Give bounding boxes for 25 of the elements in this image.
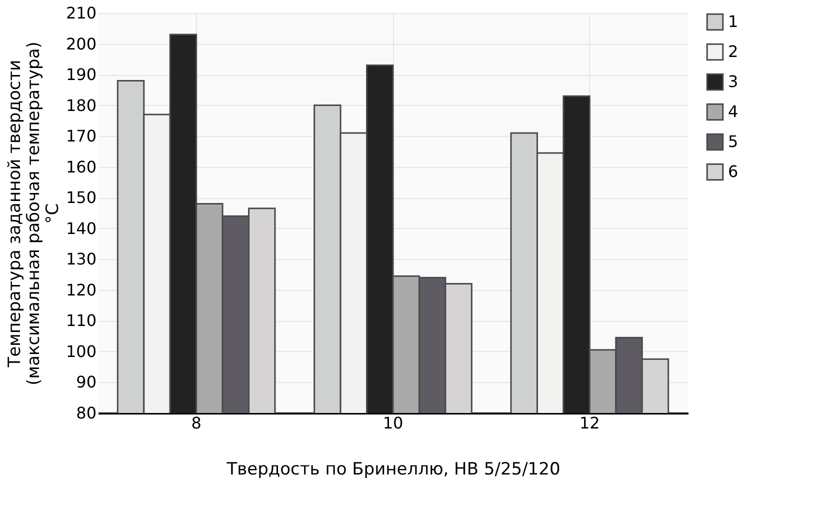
y-axis-title: Температура заданной твердости (максимальная рабочая температура) °C (4, 42, 63, 386)
legend-label: 5 (728, 132, 738, 151)
y-tick-label: 110 (66, 311, 96, 330)
y-tick-label: 140 (66, 218, 96, 238)
x-tick-label: 12 (579, 414, 600, 432)
y-tick-label: 120 (66, 280, 96, 300)
legend-label: 1 (728, 12, 738, 31)
y-tick-label: 160 (66, 157, 96, 176)
x-tick-label: 10 (382, 414, 404, 432)
legend-label: 2 (728, 42, 738, 61)
legend-label: 6 (728, 162, 738, 181)
y-tick-label: 210 (66, 4, 96, 22)
y-tick-label: 200 (66, 34, 96, 54)
y-tick-label: 190 (66, 65, 96, 84)
legend-label: 4 (728, 102, 738, 121)
y-tick-label: 80 (76, 404, 96, 422)
y-tick-label: 180 (66, 96, 96, 115)
y-tick-label: 130 (66, 250, 96, 269)
y-tick-label: 90 (76, 372, 96, 392)
y-tick-label: 100 (66, 342, 96, 361)
legend-label: 3 (728, 72, 738, 91)
x-axis-title: Твердость по Бринеллю, НВ 5/25/120 (226, 460, 560, 480)
y-tick-label: 150 (66, 188, 96, 208)
y-tick-label: 170 (66, 126, 96, 146)
x-tick-label: 8 (191, 414, 202, 432)
